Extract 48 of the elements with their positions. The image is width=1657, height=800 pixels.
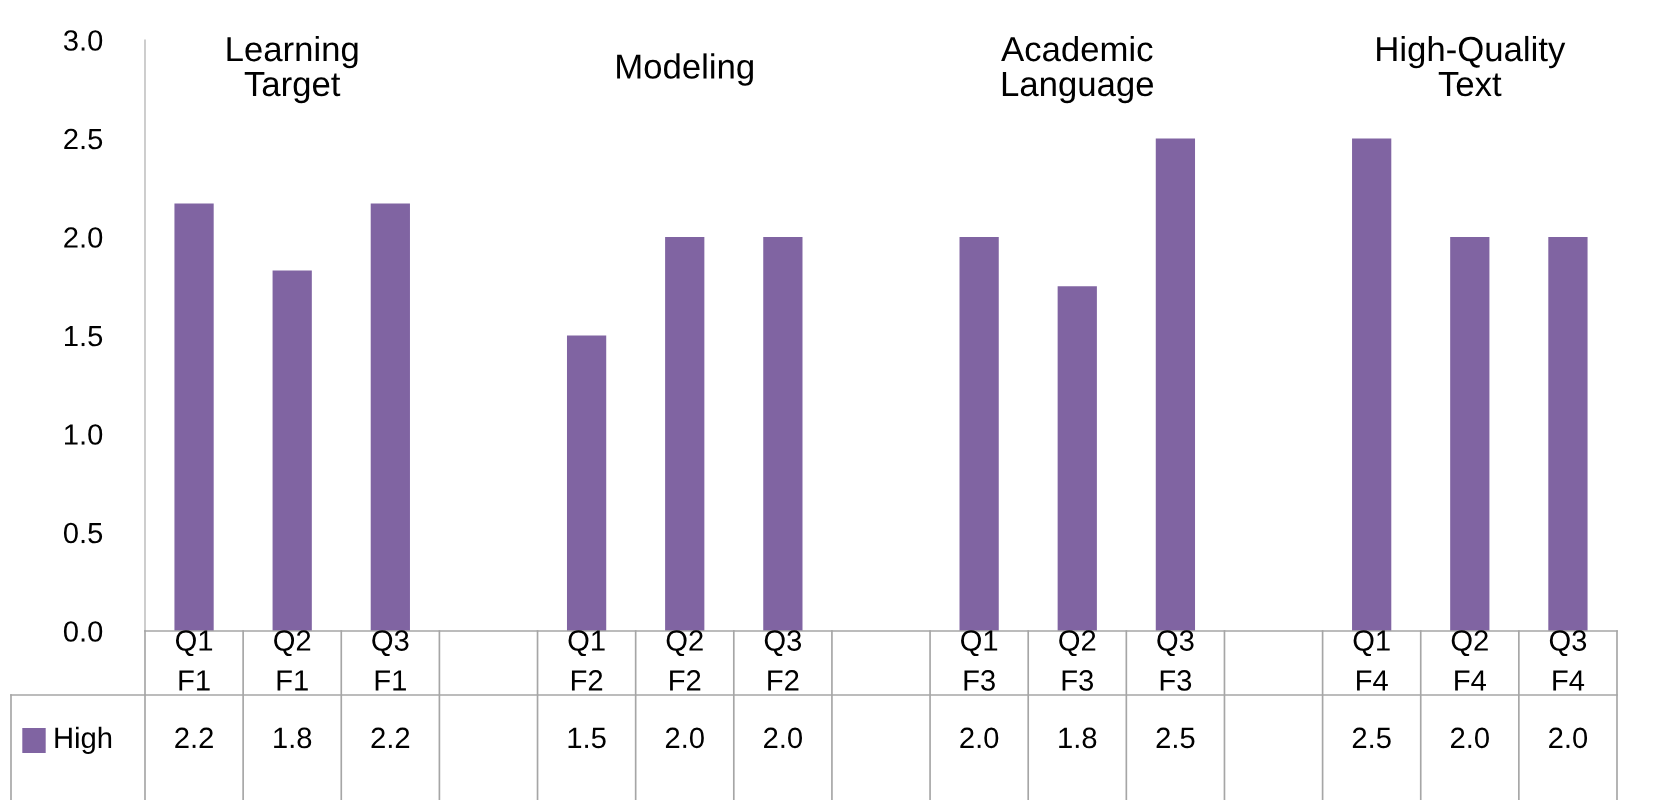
x-tick-label: Q2 F4	[1451, 630, 1488, 691]
bar	[1057, 286, 1097, 631]
annotation: Learning Target	[227, 35, 358, 104]
bar	[370, 203, 410, 631]
bar	[174, 203, 214, 631]
y-tick-label: 2.5	[64, 128, 103, 150]
bar	[1352, 138, 1392, 631]
data-label: 2.0	[764, 727, 802, 749]
bar	[1155, 138, 1196, 631]
bar	[1548, 237, 1588, 631]
annotation: Academic Language	[1001, 35, 1153, 104]
x-tick-label: Q2 F1	[274, 630, 311, 691]
y-tick-label: 1.5	[65, 326, 103, 347]
bar	[272, 270, 312, 631]
data-label: 2.0	[1451, 727, 1489, 749]
data-label: 2.5	[1156, 727, 1195, 749]
x-tick-label: Q1 F2	[568, 630, 605, 691]
x-tick-label: Q3 F4	[1549, 630, 1587, 691]
data-label: 2.0	[960, 727, 999, 749]
x-tick-label: Q1 F1	[175, 630, 213, 691]
data-label: 2.2	[371, 727, 410, 748]
data-label: 1.8	[274, 727, 312, 749]
x-tick-label: Q3 F3	[1157, 630, 1194, 691]
bar	[665, 237, 705, 631]
x-tick-label: Q3 F1	[372, 630, 409, 691]
data-label: 1.5	[568, 727, 606, 749]
y-tick-label: 0.0	[63, 621, 103, 642]
bar	[566, 335, 607, 631]
legend-label: High	[55, 726, 112, 754]
data-label: 2.5	[1352, 727, 1391, 749]
y-tick-label: 1.0	[65, 424, 103, 445]
x-tick-label: Q2 F3	[1059, 630, 1096, 691]
data-label: 2.0	[1549, 727, 1588, 749]
annotation: Modeling	[617, 53, 753, 86]
data-label: 2.2	[175, 727, 213, 748]
data-label: 2.0	[665, 727, 704, 749]
data-label: 1.8	[1059, 727, 1097, 749]
annotation: High-Quality Text	[1377, 35, 1566, 97]
x-tick-label: Q2 F2	[666, 630, 703, 691]
x-tick-label: Q1 F4	[1353, 630, 1390, 691]
y-tick-label: 3.0	[63, 30, 103, 51]
x-tick-label: Q3 F2	[764, 630, 802, 691]
bar	[763, 237, 803, 631]
y-tick-label: 0.5	[63, 522, 103, 544]
bar	[1450, 237, 1490, 631]
y-tick-label: 2.0	[64, 227, 103, 248]
bar	[959, 237, 999, 631]
x-tick-label: Q1 F3	[961, 630, 998, 691]
